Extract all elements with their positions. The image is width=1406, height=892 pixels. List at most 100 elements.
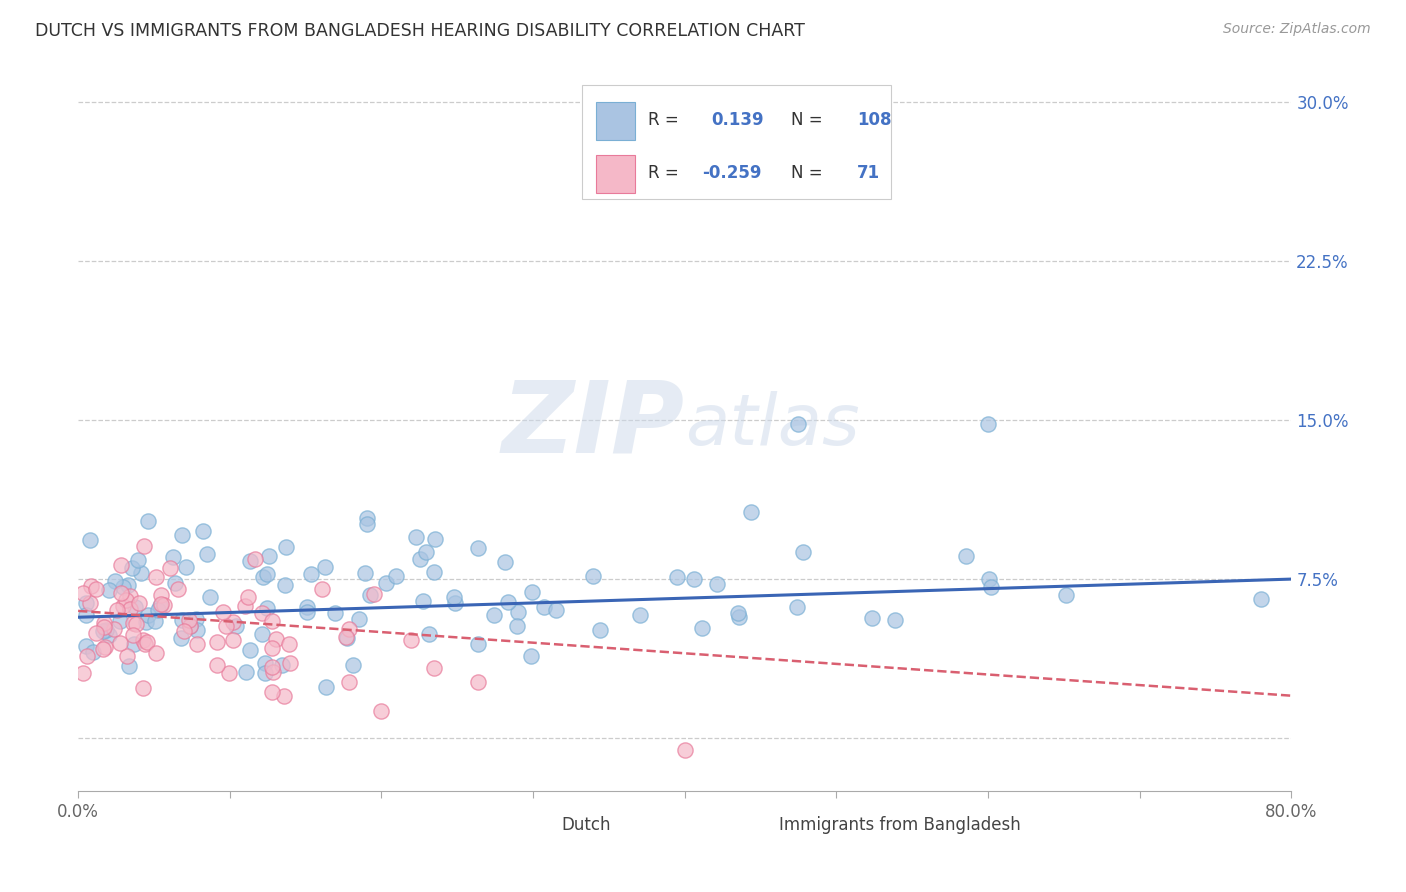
FancyBboxPatch shape [596,155,636,194]
Point [150,588,173,602]
Point [482,608,505,623]
Point [467,637,489,651]
Point [884,613,907,627]
Point [136,634,159,648]
Point [205,658,228,673]
Point [84,626,107,640]
Point [323,606,346,620]
Point [124,599,146,614]
Point [207,634,229,648]
Point [186,624,208,638]
Point [80,579,103,593]
Text: Immigrants from Bangladesh: Immigrants from Bangladesh [779,816,1021,835]
Point [121,561,143,575]
Point [112,599,135,613]
Point [93,620,115,634]
Point [262,665,284,679]
Text: Source: ZipAtlas.com: Source: ZipAtlas.com [1223,22,1371,37]
Point [444,596,467,610]
Point [250,606,273,620]
Point [135,615,157,629]
Point [520,649,543,664]
Point [174,560,197,574]
Point [425,532,447,546]
Point [236,590,259,604]
Point [93,640,115,654]
Point [129,566,152,581]
Point [146,603,169,617]
Point [706,576,728,591]
Point [79,595,101,609]
Point [222,633,245,648]
Point [467,675,489,690]
Point [127,553,149,567]
Point [143,615,166,629]
Point [134,637,156,651]
Point [170,528,193,542]
Point [239,554,262,568]
Point [418,627,440,641]
Point [218,665,240,680]
FancyBboxPatch shape [740,814,769,835]
Point [75,607,97,622]
Point [145,569,167,583]
Point [582,568,605,582]
Point [153,598,176,612]
Point [239,643,262,657]
Point [787,417,810,432]
Point [544,603,567,617]
Point [110,615,132,629]
Point [103,622,125,636]
Point [76,649,98,664]
Point [860,611,883,625]
Point [91,642,114,657]
Text: 108: 108 [858,112,891,129]
Point [122,637,145,651]
Point [256,567,278,582]
Point [177,613,200,627]
Point [295,599,318,614]
Text: DUTCH VS IMMIGRANTS FROM BANGLADESH HEARING DISABILITY CORRELATION CHART: DUTCH VS IMMIGRANTS FROM BANGLADESH HEAR… [35,22,806,40]
Point [105,603,128,617]
Point [132,539,155,553]
Point [222,615,245,629]
Point [415,545,437,559]
Text: N =: N = [792,112,823,129]
Point [347,612,370,626]
Point [128,596,150,610]
Point [167,582,190,596]
Point [533,599,555,614]
Point [225,619,247,633]
Point [955,549,977,563]
Point [253,666,276,681]
Point [110,636,132,650]
Point [336,631,359,645]
Point [399,633,422,648]
Point [467,541,489,555]
Point [405,530,427,544]
Point [233,599,256,613]
Point [977,417,1000,432]
Point [315,681,337,695]
Point [94,623,117,637]
Point [363,587,385,601]
Point [494,555,516,569]
Point [520,585,543,599]
Point [79,533,101,547]
Text: R =: R = [648,164,679,182]
Point [1250,592,1272,607]
Text: 0.139: 0.139 [711,112,763,129]
Point [260,614,283,628]
Point [274,578,297,592]
Point [335,630,357,644]
Point [179,619,201,633]
Point [375,575,398,590]
Point [792,544,814,558]
Point [179,619,201,633]
Point [342,657,364,672]
Point [110,586,132,600]
Point [1054,589,1077,603]
Point [359,588,381,602]
Point [84,582,107,596]
Point [443,591,465,605]
